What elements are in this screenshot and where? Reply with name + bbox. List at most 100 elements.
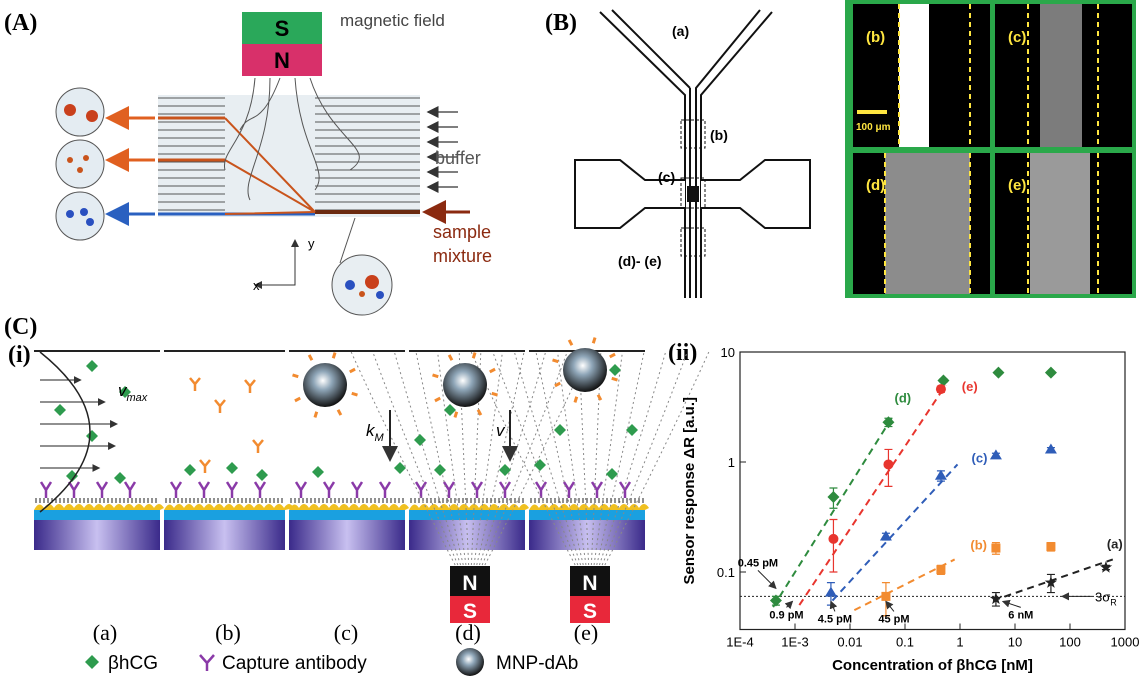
bhcg xyxy=(119,386,131,398)
annotation: 0.9 pM xyxy=(769,609,803,621)
substrate xyxy=(164,520,285,550)
label: (c) xyxy=(658,169,675,185)
bhcg xyxy=(54,404,66,416)
antibody xyxy=(434,396,441,403)
antibody xyxy=(590,481,604,498)
bhcg xyxy=(606,468,618,480)
linkers xyxy=(165,498,283,503)
series-label: (a) xyxy=(1107,536,1123,551)
field-line xyxy=(598,351,667,566)
antibody xyxy=(199,459,211,473)
point xyxy=(935,384,946,395)
antibody xyxy=(252,439,264,453)
annotation-arrow xyxy=(757,570,777,590)
substrate xyxy=(289,520,405,550)
bhcg xyxy=(394,462,406,474)
antibody xyxy=(442,481,456,498)
point xyxy=(769,594,782,607)
legend-icon xyxy=(199,654,215,671)
magnet-s xyxy=(242,12,322,44)
field-line xyxy=(473,351,503,566)
antibody xyxy=(471,352,477,359)
magnet-label: N xyxy=(274,48,290,73)
annotation: sample xyxy=(433,222,491,242)
bhcg xyxy=(499,464,511,476)
series-label: (e) xyxy=(962,379,978,394)
bhcg xyxy=(86,430,98,442)
magnet-label: N xyxy=(462,572,477,595)
panel-label: (A) xyxy=(4,10,37,36)
label: (d) xyxy=(866,177,885,194)
legend-icon xyxy=(85,655,99,669)
annotation-arrow xyxy=(885,600,895,612)
antibody xyxy=(336,409,343,416)
zoom xyxy=(331,254,393,316)
legend-label: MNP-dAb xyxy=(496,653,578,674)
point xyxy=(824,586,837,597)
antibody xyxy=(331,352,337,359)
axis-label: y xyxy=(308,236,315,251)
chart: 1E-4 1E-3 0.01 0.1 1 10 100 1000 0.1 1 10 Concentra… xyxy=(681,345,1139,674)
sensor-scene xyxy=(34,337,710,566)
antibody xyxy=(611,376,618,382)
layer xyxy=(34,510,160,520)
point xyxy=(827,491,840,504)
axis-label: x xyxy=(253,278,260,293)
label: (a) xyxy=(672,23,689,39)
panel-b: (B) (a) (b) (c) (d)- (e) (b) (c) (d) (e)… xyxy=(545,0,1136,298)
x-tick-label: 1E-4 xyxy=(726,635,753,650)
antibody xyxy=(414,481,428,498)
bhcg xyxy=(86,360,98,372)
annotation: vmax xyxy=(118,381,148,404)
field-line xyxy=(601,351,688,566)
point xyxy=(937,374,950,387)
point xyxy=(1044,366,1057,379)
magnet-label: N xyxy=(582,572,597,595)
x-tick-label: 10 xyxy=(1008,635,1022,650)
bhcg xyxy=(226,462,238,474)
bhcg xyxy=(554,424,566,436)
x-tick-label: 1 xyxy=(956,635,963,650)
plot-frame xyxy=(739,351,1126,631)
point xyxy=(991,543,1001,553)
point xyxy=(828,533,839,544)
x-tick-label: 1000 xyxy=(1111,635,1140,650)
linkers xyxy=(290,498,404,503)
antibody xyxy=(562,481,576,498)
antibody xyxy=(189,377,201,391)
antibody xyxy=(591,337,597,344)
x-tick-label: 1E-3 xyxy=(781,635,808,650)
antibody xyxy=(567,339,574,346)
panel-label: (B) xyxy=(545,10,577,36)
layer xyxy=(164,510,285,520)
y-tick-label: 0.1 xyxy=(717,565,735,580)
antibody xyxy=(197,481,211,498)
layer xyxy=(529,510,645,520)
annotation: 6 nM xyxy=(1008,609,1033,621)
bhcg xyxy=(414,434,426,446)
legend-label: Capture antibody xyxy=(222,653,367,674)
legend-label: βhCG xyxy=(108,653,158,674)
field-line xyxy=(513,351,582,566)
antibody xyxy=(573,396,579,403)
channel-lines xyxy=(158,97,420,216)
edges xyxy=(884,4,1099,294)
antibody xyxy=(554,381,561,388)
antibody xyxy=(253,481,267,498)
layer xyxy=(289,504,409,510)
point xyxy=(992,366,1005,379)
step-label: (d) xyxy=(455,620,481,645)
antibody xyxy=(351,391,358,397)
panel-label: (i) xyxy=(8,342,31,368)
linkers xyxy=(35,498,157,503)
antibody xyxy=(292,373,299,379)
bhcg xyxy=(256,469,268,481)
antibody xyxy=(169,481,183,498)
layer xyxy=(409,504,529,510)
panel-a: (A) S N magnetic field buffer sample mix… xyxy=(4,10,492,316)
substrate xyxy=(34,520,160,550)
antibody xyxy=(453,411,459,418)
annotation-arrow xyxy=(1001,599,1021,608)
antibody xyxy=(244,379,256,393)
